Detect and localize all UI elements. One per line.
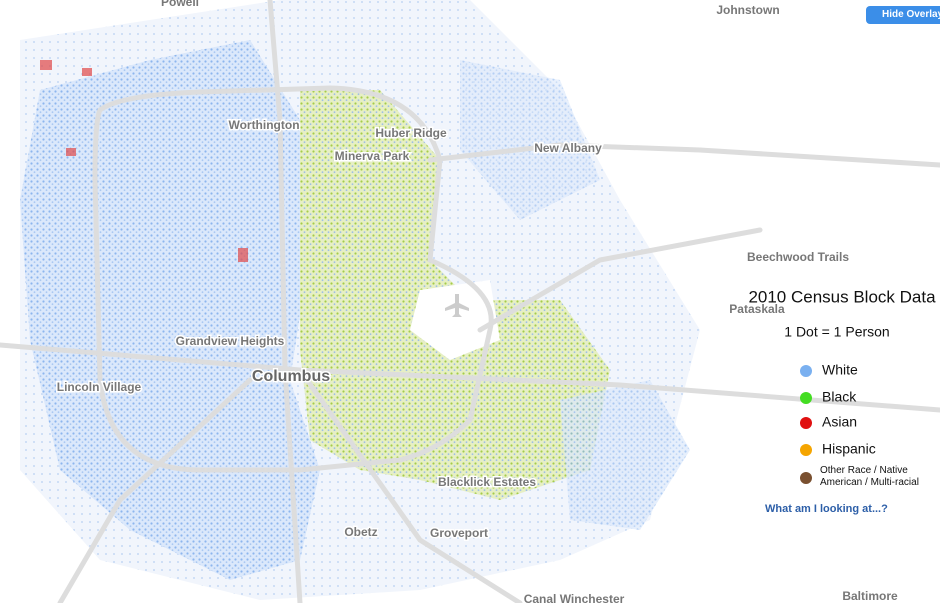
place-label: Worthington [228,118,299,132]
legend-subtitle: 1 Dot = 1 Person [784,324,889,340]
legend-label: White [822,362,858,378]
place-label: Beechwood Trails [747,250,849,264]
legend-label: Asian [822,414,857,430]
info-link[interactable]: What am I looking at...? [765,503,888,515]
legend: 2010 Census Block Data 1 Dot = 1 Person … [748,287,936,488]
place-label: Obetz [344,525,377,539]
legend-label: Other Race / Native American / Multi-rac… [820,465,919,488]
place-label: Lincoln Village [57,380,142,394]
place-label: Pataskala [729,302,785,316]
place-label: Grandview Heights [176,334,285,348]
place-label: Baltimore [842,589,898,603]
place-label: Johnstown [716,3,779,17]
place-label: Powell [161,0,199,9]
place-label: Blacklick Estates [438,475,536,489]
place-label: Canal Winchester [524,592,625,603]
place-label: Columbus [252,368,330,385]
legend-label-wrap: Other Race / Native American / Multi-rac… [820,465,919,488]
place-label: Minerva Park [335,149,410,163]
place-label: Huber Ridge [375,126,447,140]
place-label: New Albany [534,141,602,155]
hide-overlay-button[interactable]: Hide Overlay [866,6,940,24]
legend-swatch [800,472,812,484]
legend-label: Black [822,389,857,405]
legend-swatch [800,444,812,456]
place-label: Groveport [430,526,488,540]
legend-swatch [800,392,812,404]
airport-icon [445,294,469,317]
legend-label: Hispanic [822,441,876,457]
legend-swatch [800,365,812,377]
legend-swatch [800,417,812,429]
legend-title: 2010 Census Block Data [748,287,936,306]
